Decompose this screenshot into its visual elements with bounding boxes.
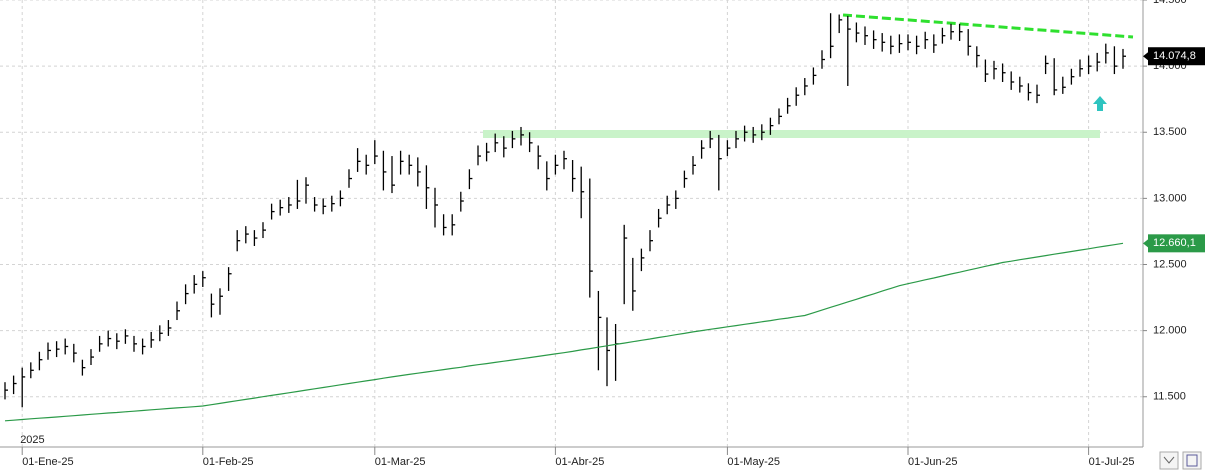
- last-value-label: 12.660,1: [1153, 237, 1196, 249]
- x-tick-label: 01-Abr-25: [555, 456, 604, 468]
- y-tick-label: 11.500: [1153, 391, 1186, 403]
- y-tick-label: 12.000: [1153, 325, 1187, 337]
- grid-layer: [0, 0, 1143, 447]
- support-band: [483, 130, 1100, 138]
- save-icon: [1186, 454, 1198, 467]
- y-tick-label: 12.500: [1153, 258, 1187, 270]
- axis-layer: 11.50012.00012.50013.00013.50014.00014.5…: [20, 0, 1205, 468]
- arrow-up: [1093, 96, 1107, 111]
- x-tick-label: 01-Feb-25: [203, 456, 254, 468]
- last-value-pointer: [1143, 52, 1148, 61]
- x-tick-label: 01-Mar-25: [375, 456, 426, 468]
- last-value-pointer: [1143, 239, 1148, 248]
- last-value-label: 14.074,8: [1153, 50, 1196, 62]
- collapse-icon: [1163, 456, 1175, 464]
- trend-line: [842, 13, 1134, 39]
- last-value-box: [1148, 234, 1205, 253]
- y-tick-label: 14.500: [1153, 0, 1187, 6]
- x-tick-label: 01-Jul-25: [1089, 456, 1135, 468]
- plot-layer: [4, 13, 1126, 422]
- last-value-box: [1148, 47, 1205, 66]
- y-tick-label: 13.000: [1153, 192, 1187, 204]
- x-tick-label: 01-Ene-25: [22, 456, 73, 468]
- x-tick-label: 01-Jun-25: [908, 456, 958, 468]
- y-tick-label: 13.500: [1153, 126, 1187, 138]
- moving-average: [4, 242, 1124, 422]
- x-tick-label: 01-May-25: [727, 456, 780, 468]
- year-label: 2025: [20, 434, 44, 446]
- collapse-button[interactable]: [1159, 451, 1179, 470]
